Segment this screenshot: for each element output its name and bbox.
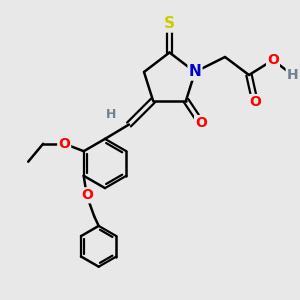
Text: O: O [249, 95, 261, 109]
Text: H: H [287, 68, 298, 82]
Text: H: H [106, 107, 116, 121]
Text: N: N [189, 64, 201, 80]
Text: O: O [267, 53, 279, 67]
Text: O: O [195, 116, 207, 130]
Text: O: O [81, 188, 93, 202]
Text: S: S [164, 16, 175, 32]
Text: O: O [58, 137, 70, 151]
